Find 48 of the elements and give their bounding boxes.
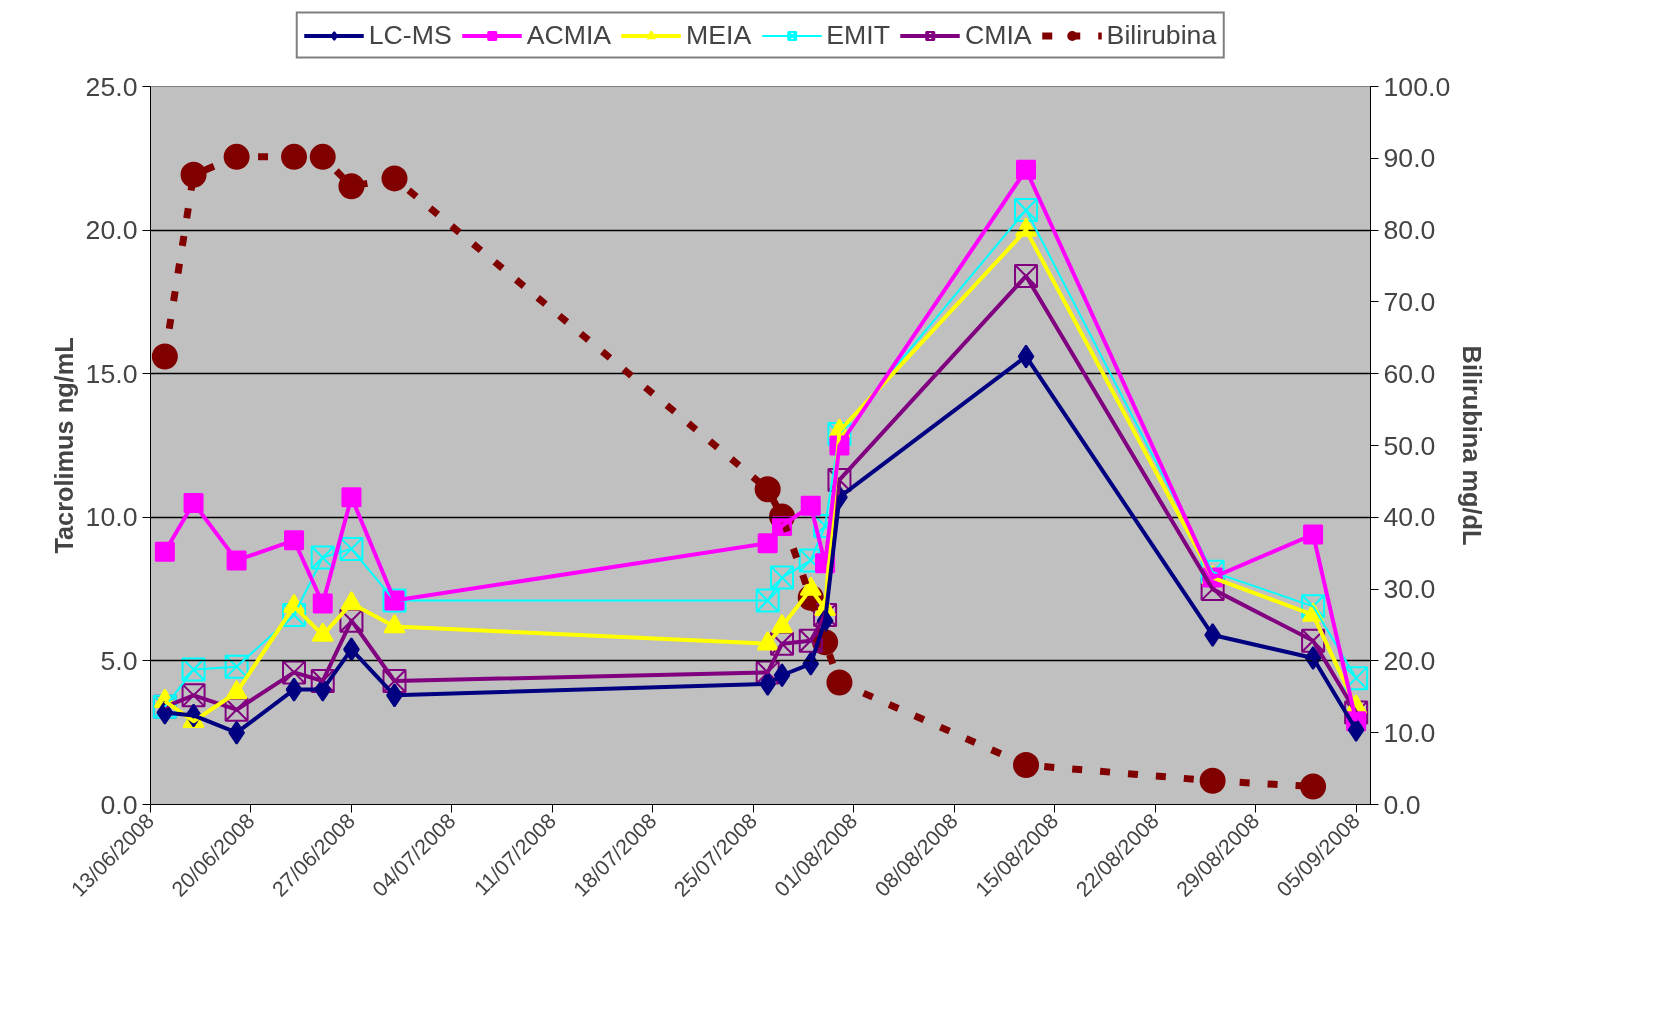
y2-axis-title: Bilirubina mg/dL xyxy=(1458,345,1487,546)
y2-tick-label: 90.0 xyxy=(1383,143,1436,174)
point xyxy=(382,669,407,693)
point xyxy=(224,697,249,722)
point xyxy=(754,476,781,503)
point xyxy=(798,628,823,653)
point xyxy=(755,588,780,613)
point xyxy=(770,631,795,656)
y2-tick-label: 10.0 xyxy=(1383,717,1436,748)
point xyxy=(181,657,206,682)
y2-tick-label: 60.0 xyxy=(1383,358,1436,389)
legend-label: EMIT xyxy=(826,19,890,51)
y2-tick-label: 100.0 xyxy=(1383,71,1451,102)
y2-tick-label: 20.0 xyxy=(1383,645,1436,676)
y2-tick-label: 30.0 xyxy=(1383,574,1436,605)
point xyxy=(282,660,307,685)
y-tick-label: 20.0 xyxy=(85,215,138,246)
y2-tick-label: 80.0 xyxy=(1383,215,1436,246)
point xyxy=(338,173,365,200)
y-tick-label: 5.0 xyxy=(100,645,138,676)
point xyxy=(224,654,249,679)
y2-tick-label: 0.0 xyxy=(1383,789,1421,820)
point xyxy=(310,545,335,570)
y-tick-label: 15.0 xyxy=(85,358,138,389)
point xyxy=(827,467,852,492)
point xyxy=(1344,666,1369,691)
point xyxy=(1014,198,1039,222)
point xyxy=(181,683,206,708)
y-tick-label: 10.0 xyxy=(85,502,138,533)
point xyxy=(1300,773,1327,800)
y2-tick-label: 50.0 xyxy=(1383,430,1436,461)
point xyxy=(1301,628,1326,653)
point xyxy=(339,608,364,633)
point xyxy=(180,161,207,188)
legend-label: Bilirubina xyxy=(1106,19,1217,51)
y-tick-label: 25.0 xyxy=(85,71,138,102)
y2-tick-label: 70.0 xyxy=(1383,286,1436,317)
legend-label: MEIA xyxy=(686,19,752,51)
y-axis-title: Tacrolimus ng/mL xyxy=(49,337,78,554)
y2-tick-label: 40.0 xyxy=(1383,502,1436,533)
legend-label: ACMIA xyxy=(526,19,612,51)
point xyxy=(1014,264,1039,289)
point xyxy=(755,660,780,685)
legend-label: LC-MS xyxy=(368,19,452,51)
point xyxy=(339,536,364,561)
legend-label: CMIA xyxy=(964,19,1032,51)
point xyxy=(770,565,795,590)
y-tick-label: 0.0 xyxy=(100,789,138,820)
